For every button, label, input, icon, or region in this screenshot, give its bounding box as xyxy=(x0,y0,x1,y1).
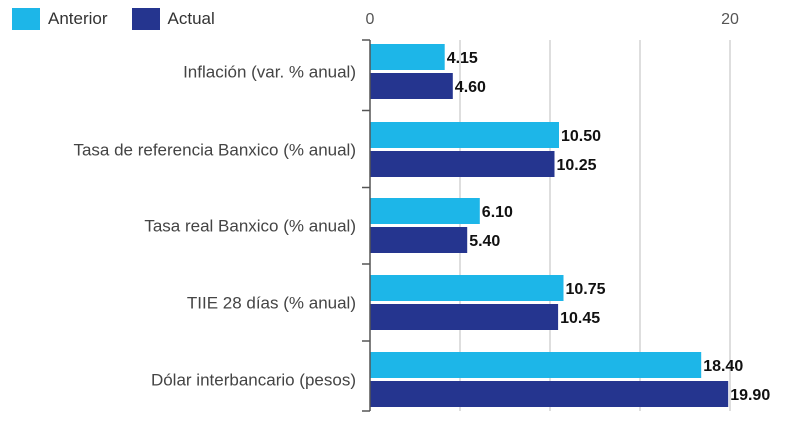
data-label: 18.40 xyxy=(703,358,743,375)
bar-anterior xyxy=(370,44,445,70)
bar-anterior xyxy=(370,198,480,224)
data-label: 6.10 xyxy=(482,204,513,221)
category-label: Inflación (var. % anual) xyxy=(183,63,356,82)
bar-anterior xyxy=(370,122,559,148)
bar-actual xyxy=(370,73,453,99)
category-label: Tasa real Banxico (% anual) xyxy=(144,217,356,236)
bar-anterior xyxy=(370,352,702,378)
data-label: 5.40 xyxy=(469,233,500,250)
data-label: 10.50 xyxy=(561,128,601,145)
data-label: 4.60 xyxy=(455,79,486,96)
data-label: 19.90 xyxy=(730,387,770,404)
data-label: 4.15 xyxy=(447,50,478,67)
legend-swatch-actual xyxy=(131,8,160,30)
legend-label-anterior: Anterior xyxy=(48,9,108,28)
legend: Anterior Actual xyxy=(12,5,215,33)
category-label: TIIE 28 días (% anual) xyxy=(187,294,356,313)
legend-swatch-anterior xyxy=(12,8,40,30)
bar-actual xyxy=(370,227,468,253)
bar-anterior xyxy=(370,275,564,301)
data-label: 10.75 xyxy=(566,281,606,298)
data-label: 10.45 xyxy=(560,310,600,327)
bar-actual xyxy=(370,381,729,407)
legend-label-actual: Actual xyxy=(167,9,215,28)
x-tick-label: 20 xyxy=(721,11,739,28)
category-label: Tasa de referencia Banxico (% anual) xyxy=(73,141,356,160)
legend-item-anterior: Anterior xyxy=(12,8,108,30)
bar-actual xyxy=(370,304,559,330)
data-label: 10.25 xyxy=(557,157,597,174)
legend-item-actual: Actual xyxy=(131,8,215,30)
x-tick-label: 0 xyxy=(366,11,375,28)
category-label: Dólar interbancario (pesos) xyxy=(151,371,356,390)
bar-actual xyxy=(370,151,555,177)
